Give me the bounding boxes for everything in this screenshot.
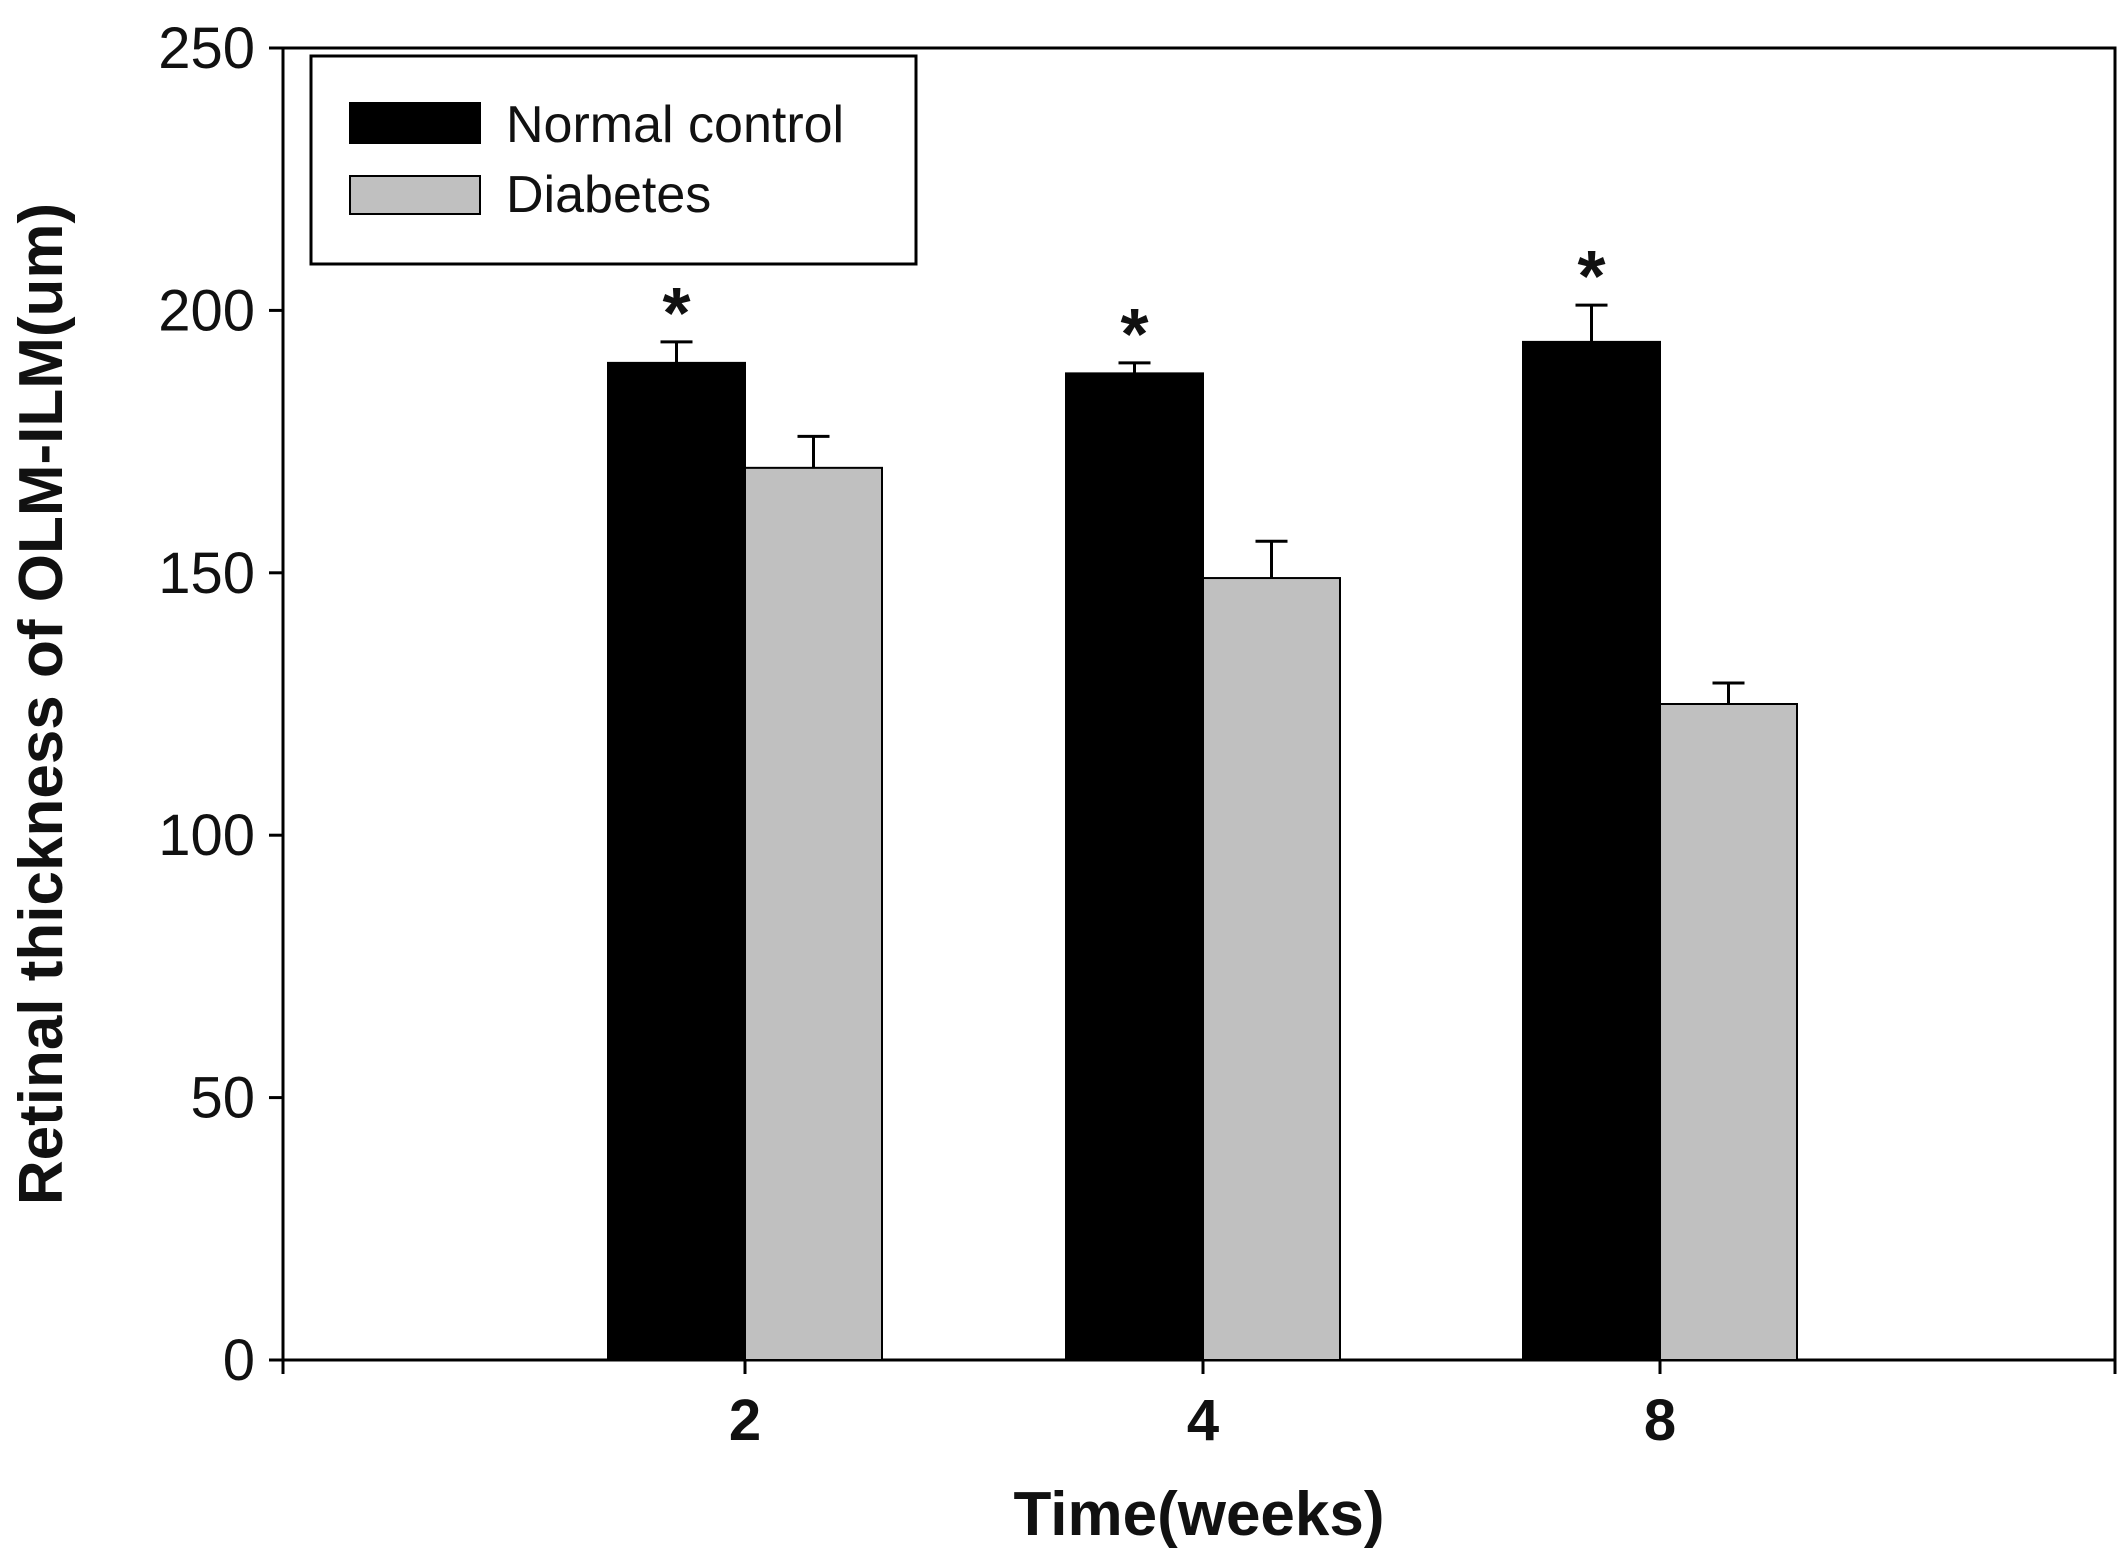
- error-bar-normal-control-week-4: [1118, 361, 1151, 374]
- error-bar-diabetes-week-4: [1255, 539, 1288, 579]
- error-bar-normal-control-week-2: [660, 340, 693, 363]
- x-tick-label-week-8: 8: [1644, 1388, 1676, 1453]
- x-axis: 2 4 8: [281, 1360, 2117, 1453]
- x-tick-label-week-4: 4: [1187, 1388, 1219, 1453]
- significance-mark-week-8: *: [1577, 237, 1605, 317]
- significance-mark-week-4: *: [1120, 295, 1148, 375]
- x-axis-title: Time(weeks): [1013, 1480, 1384, 1549]
- legend-swatch-normal-control: [349, 102, 481, 144]
- significance-mark-week-2: *: [662, 274, 690, 354]
- legend: Normal control Diabetes: [309, 54, 918, 266]
- error-bar-diabetes-week-2: [797, 434, 830, 468]
- bar-normal-control-week-8: [1522, 340, 1661, 1361]
- y-axis-title: Retinal thickness of OLM-ILM(um): [7, 203, 76, 1205]
- bars-layer: [607, 340, 1798, 1362]
- bar-normal-control-week-2: [607, 361, 746, 1361]
- bar-diabetes-week-4: [1202, 577, 1341, 1361]
- x-tick-label-week-2: 2: [729, 1388, 761, 1453]
- bar-diabetes-week-2: [744, 466, 883, 1361]
- error-bars-layer: [660, 303, 1745, 704]
- error-bar-normal-control-week-8: [1575, 303, 1608, 342]
- bar-diabetes-week-8: [1659, 703, 1798, 1361]
- y-tick-label: 0: [223, 1328, 255, 1393]
- y-tick-label: 200: [158, 278, 255, 343]
- y-tick-label: 150: [158, 541, 255, 606]
- legend-label-normal-control: Normal control: [506, 96, 844, 154]
- legend-label-diabetes: Diabetes: [506, 166, 711, 224]
- bar-normal-control-week-4: [1065, 372, 1204, 1362]
- y-axis: 0 50 100 150 200 250: [158, 16, 283, 1393]
- legend-box: [309, 54, 918, 266]
- y-tick-label: 50: [190, 1066, 255, 1131]
- error-bar-diabetes-week-8: [1712, 681, 1745, 704]
- y-tick-label: 250: [158, 16, 255, 81]
- annotations-layer: * * *: [662, 237, 1605, 375]
- y-tick-label: 100: [158, 803, 255, 868]
- legend-swatch-diabetes: [349, 175, 481, 215]
